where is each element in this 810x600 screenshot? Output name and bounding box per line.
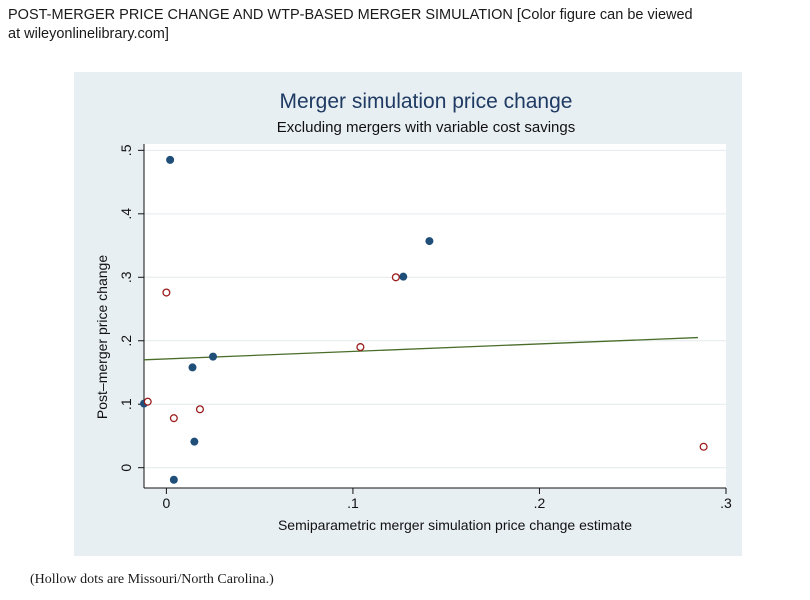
data-point-hollow [699, 442, 708, 451]
data-point-filled [425, 237, 434, 246]
chart-title: Merger simulation price change [280, 90, 573, 113]
fit-line [143, 336, 699, 361]
data-point-hollow [169, 414, 178, 423]
figure-caption-line-2: at wileyonlinelibrary.com] [8, 26, 169, 42]
x-tick-label: .1 [347, 495, 359, 511]
y-tick-label: .2 [118, 335, 134, 347]
figure-caption-line-1: POST-MERGER PRICE CHANGE AND WTP-BASED M… [8, 7, 693, 23]
y-tick-label: .4 [118, 208, 134, 220]
x-tick-label: 0 [162, 495, 170, 511]
y-axis-ticks: 0 .1 .2 .3 .4 .5 [118, 144, 144, 472]
data-point-filled [169, 475, 178, 484]
data-point-filled [209, 352, 218, 361]
axes [143, 144, 726, 489]
fit-line-group [143, 336, 699, 361]
data-point-filled [190, 437, 199, 446]
data-points [140, 155, 708, 484]
x-axis-label: Semiparametric merger simulation price c… [278, 517, 632, 533]
x-tick-label: .3 [720, 495, 732, 511]
data-point-filled [166, 155, 175, 164]
scatter-chart: Merger simulation price change Excluding… [94, 90, 732, 533]
chart-panel: Merger simulation price change Excluding… [74, 72, 742, 556]
data-point-hollow [162, 288, 171, 297]
figure-caption: POST-MERGER PRICE CHANGE AND WTP-BASED M… [8, 6, 804, 44]
data-point-filled [188, 363, 197, 372]
y-tick-label: .5 [118, 144, 134, 156]
x-tick-label: .2 [534, 495, 546, 511]
y-axis-label: Post–merger price change [94, 255, 110, 419]
gridlines [144, 149, 726, 469]
data-point-filled [399, 272, 408, 281]
figure-note: (Hollow dots are Missouri/North Carolina… [30, 572, 274, 587]
y-tick-label: .3 [118, 271, 134, 283]
data-point-hollow [143, 397, 152, 406]
data-point-hollow [195, 405, 205, 414]
data-point-hollow [356, 343, 365, 352]
data-point-hollow [391, 273, 400, 282]
chart-subtitle: Excluding mergers with variable cost sav… [277, 119, 575, 136]
x-axis-ticks: 0 .1 .2 .3 [162, 488, 732, 511]
plot-area [144, 144, 726, 488]
y-tick-label: .1 [118, 398, 134, 410]
y-tick-label: 0 [118, 464, 134, 472]
